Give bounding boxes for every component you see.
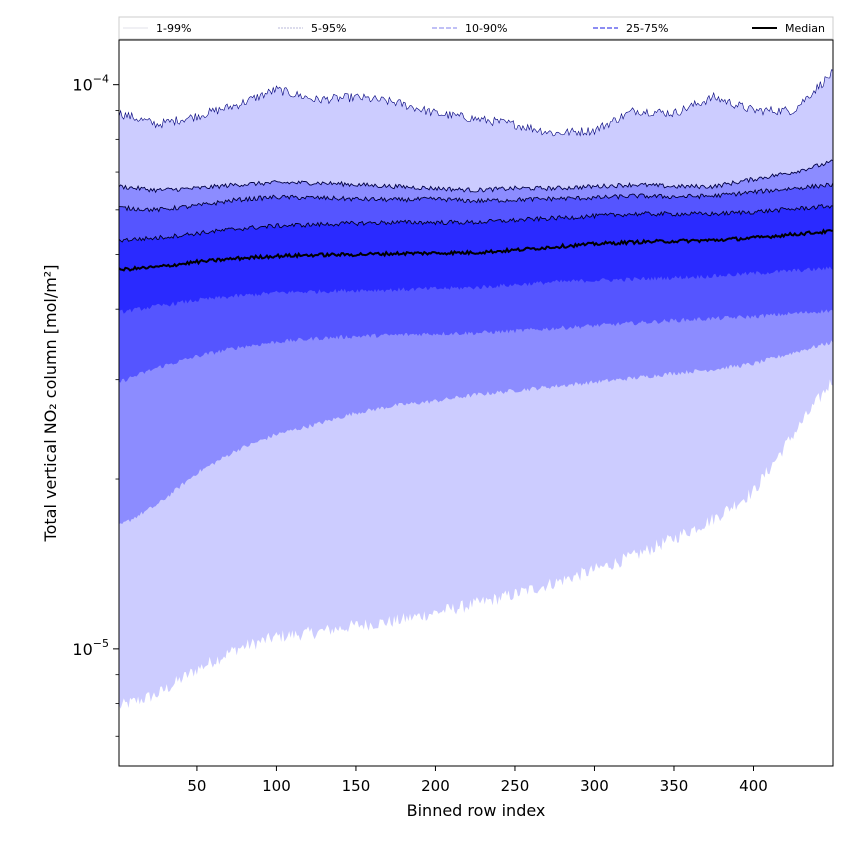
y-axis-label: Total vertical NO₂ column [mol/m²] bbox=[41, 265, 60, 543]
legend-entry-5-95: 5-95% bbox=[278, 22, 346, 35]
legend-entry-25-75: 25-75% bbox=[593, 22, 668, 35]
x-tick-label: 150 bbox=[342, 777, 371, 795]
median-line bbox=[119, 228, 833, 272]
x-tick-label: 50 bbox=[187, 777, 206, 795]
legend: 1-99% 5-95% 10-90% 25-75% Median bbox=[118, 16, 834, 40]
band-5-95-upper-edge bbox=[119, 159, 833, 194]
x-tick-label: 250 bbox=[501, 777, 530, 795]
band-10-90-upper-edge bbox=[119, 182, 833, 213]
legend-entry-median: Median bbox=[752, 22, 825, 35]
legend-label: 1-99% bbox=[156, 22, 191, 35]
y-tick-label: 10−5 bbox=[72, 637, 109, 659]
y-tick-label: 10−4 bbox=[72, 73, 109, 95]
band-1-99-upper-edge bbox=[119, 69, 833, 137]
lines-layer bbox=[119, 69, 833, 272]
band-25-75 bbox=[119, 204, 833, 314]
legend-label: 10-90% bbox=[465, 22, 507, 35]
legend-box bbox=[118, 16, 834, 40]
band-25-75-upper-edge bbox=[119, 203, 833, 243]
legend-entry-1-99: 1-99% bbox=[123, 22, 191, 35]
x-axis: 50 100 150 200 250 300 350 400 bbox=[187, 766, 768, 795]
bands-layer bbox=[119, 69, 833, 709]
plot-frame bbox=[118, 39, 834, 767]
x-tick-label: 400 bbox=[739, 777, 768, 795]
x-tick-label: 100 bbox=[262, 777, 291, 795]
legend-label: 25-75% bbox=[626, 22, 668, 35]
y-axis: 10−5 10−4 bbox=[72, 73, 119, 737]
x-tick-label: 200 bbox=[421, 777, 450, 795]
legend-entry-10-90: 10-90% bbox=[432, 22, 507, 35]
legend-label: 5-95% bbox=[311, 22, 346, 35]
x-tick-label: 350 bbox=[660, 777, 689, 795]
x-axis-label: Binned row index bbox=[407, 801, 546, 820]
legend-label: Median bbox=[785, 22, 825, 35]
x-tick-label: 300 bbox=[580, 777, 609, 795]
